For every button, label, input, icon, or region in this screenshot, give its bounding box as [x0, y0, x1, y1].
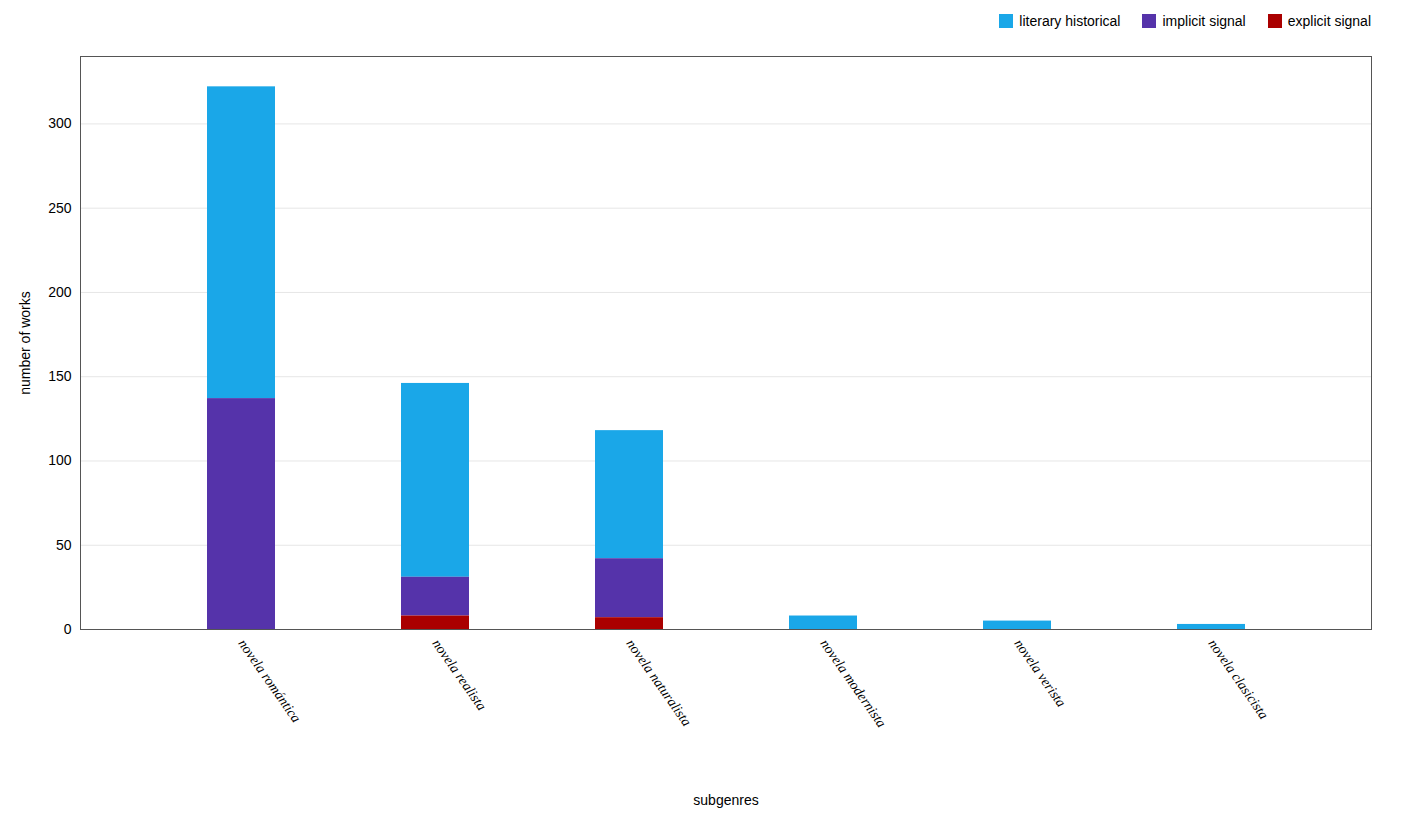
svg-text:novela realista: novela realista — [429, 636, 489, 713]
svg-text:0: 0 — [64, 621, 72, 637]
html-text:literary historical: literary historical — [1019, 13, 1121, 29]
svg-text:novela verista: novela verista — [1011, 636, 1069, 709]
svg-text:200: 200 — [48, 284, 72, 300]
svg-text:250: 250 — [48, 200, 72, 216]
svg-text:100: 100 — [48, 452, 72, 468]
svg-text:number of works: number of works — [17, 291, 33, 394]
svg-text:novela naturalista: novela naturalista — [623, 636, 694, 728]
svg-text:300: 300 — [48, 115, 72, 131]
svg-text:subgenres: subgenres — [693, 792, 758, 808]
html-text:implicit signal: implicit signal — [1162, 13, 1246, 29]
svg-text:novela modernista: novela modernista — [817, 636, 889, 730]
svg-text:novela romántica: novela romántica — [235, 636, 303, 725]
html-text:explicit signal: explicit signal — [1287, 13, 1371, 29]
svg-text:50: 50 — [56, 537, 72, 553]
svg-text:novela clasicista: novela clasicista — [1205, 636, 1271, 721]
svg-text:150: 150 — [48, 368, 72, 384]
